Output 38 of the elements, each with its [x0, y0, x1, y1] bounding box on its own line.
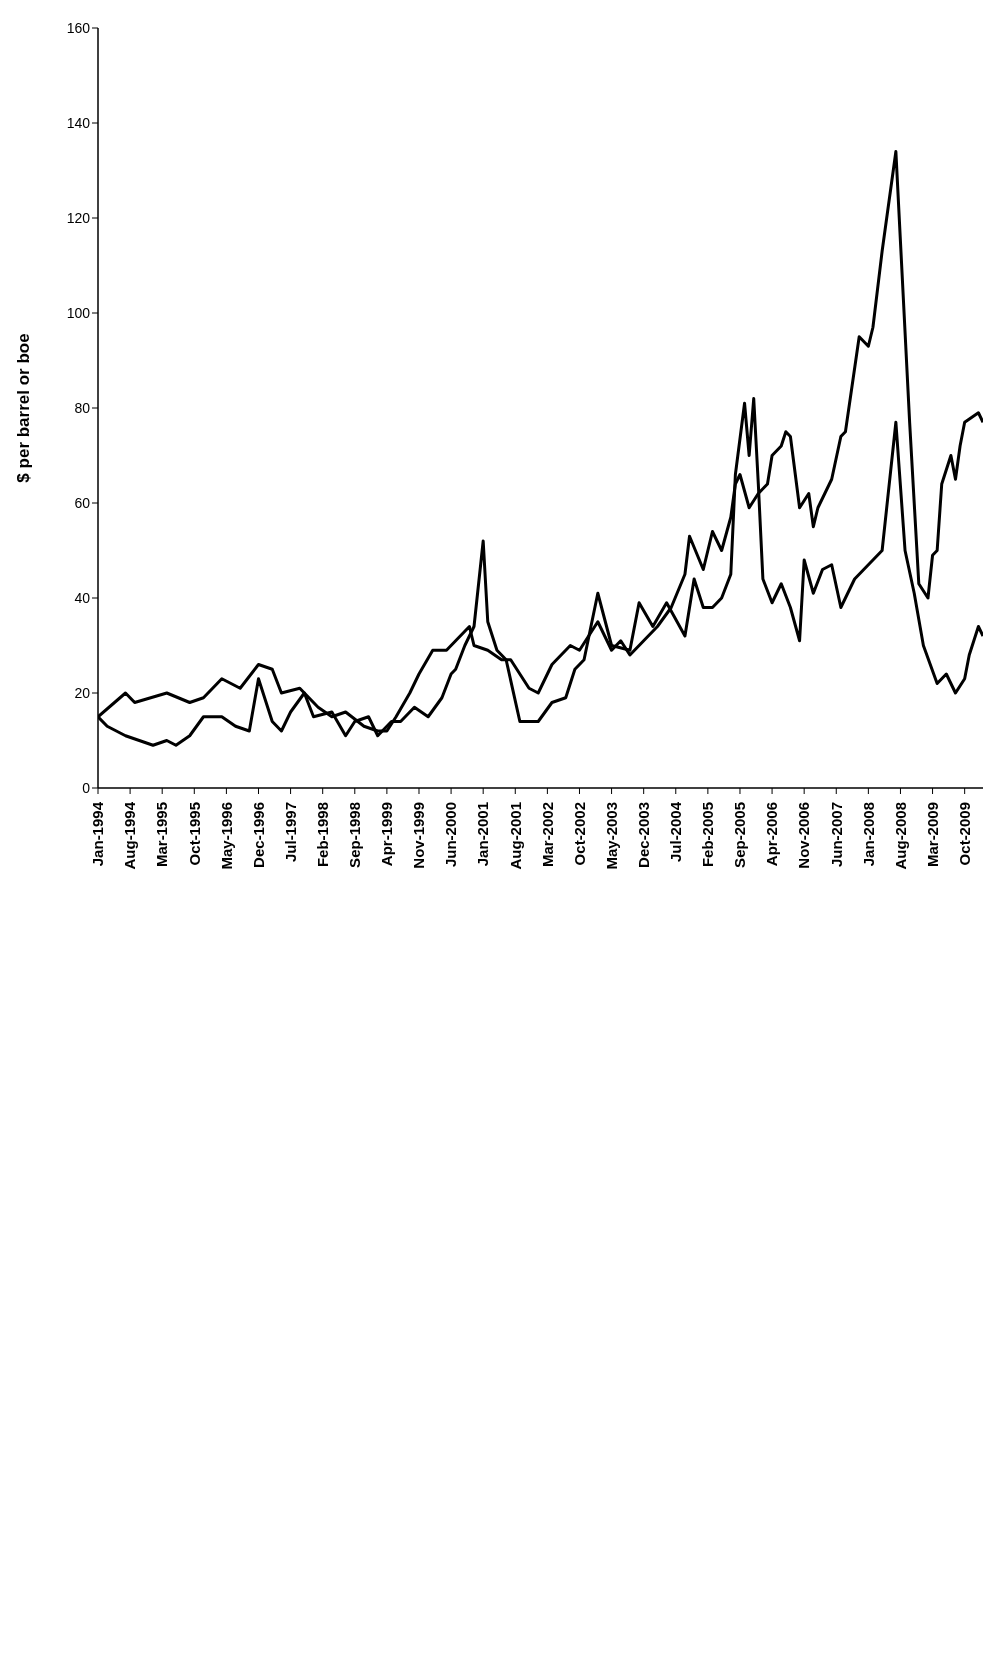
- x-tick-label: Dec-2003: [634, 802, 652, 868]
- x-tick-label: Mar-1995: [153, 802, 171, 868]
- x-tick-label: Nov-2006: [795, 802, 813, 869]
- y-tick-label: 160: [66, 19, 91, 36]
- x-tick-label: May-2003: [602, 802, 620, 870]
- x-tick-label: Jan-1994: [89, 801, 107, 867]
- x-tick-label: May-1996: [217, 802, 235, 870]
- x-tick-label: Jan-2008: [859, 802, 877, 867]
- y-tick-label: 100: [66, 304, 91, 321]
- x-tick-label: Mar-2009: [923, 802, 941, 868]
- x-tick-label: Dec-1996: [249, 802, 267, 868]
- x-tick-label: Jul-1997: [281, 802, 299, 863]
- x-tick-label: Jul-2004: [667, 801, 685, 863]
- x-tick-label: Aug-1994: [121, 801, 139, 870]
- y-tick-label: 120: [66, 209, 91, 226]
- x-tick-label: Sep-1998: [346, 802, 364, 868]
- x-tick-label: Sep-2005: [731, 802, 749, 868]
- y-axis-title: $ per barrel or boe: [14, 333, 34, 483]
- x-tick-label: Aug-2001: [506, 802, 524, 870]
- x-tick-label: Aug-2008: [891, 802, 909, 870]
- x-tick-label: Oct-2009: [955, 802, 973, 866]
- y-tick-label: 20: [74, 684, 91, 701]
- x-tick-label: Apr-1999: [378, 802, 396, 867]
- x-tick-label: Mar-2002: [538, 802, 556, 868]
- x-tick-label: Jan-2001: [474, 802, 492, 867]
- y-tick-label: 80: [74, 399, 91, 416]
- y-tick-label: 60: [74, 494, 91, 511]
- x-tick-label: Feb-2005: [699, 802, 717, 868]
- x-tick-label: Feb-1998: [313, 802, 331, 868]
- y-tick-label: 0: [82, 779, 91, 796]
- x-tick-label: Oct-2002: [570, 802, 588, 866]
- x-tick-label: Jun-2007: [827, 802, 845, 868]
- x-tick-label: Apr-2006: [763, 802, 781, 867]
- y-tick-label: 140: [66, 114, 91, 131]
- x-tick-label: Oct-1995: [185, 802, 203, 866]
- x-tick-label: Jun-2000: [442, 802, 460, 868]
- x-tick-label: Nov-1999: [410, 802, 428, 869]
- y-tick-label: 40: [74, 589, 91, 606]
